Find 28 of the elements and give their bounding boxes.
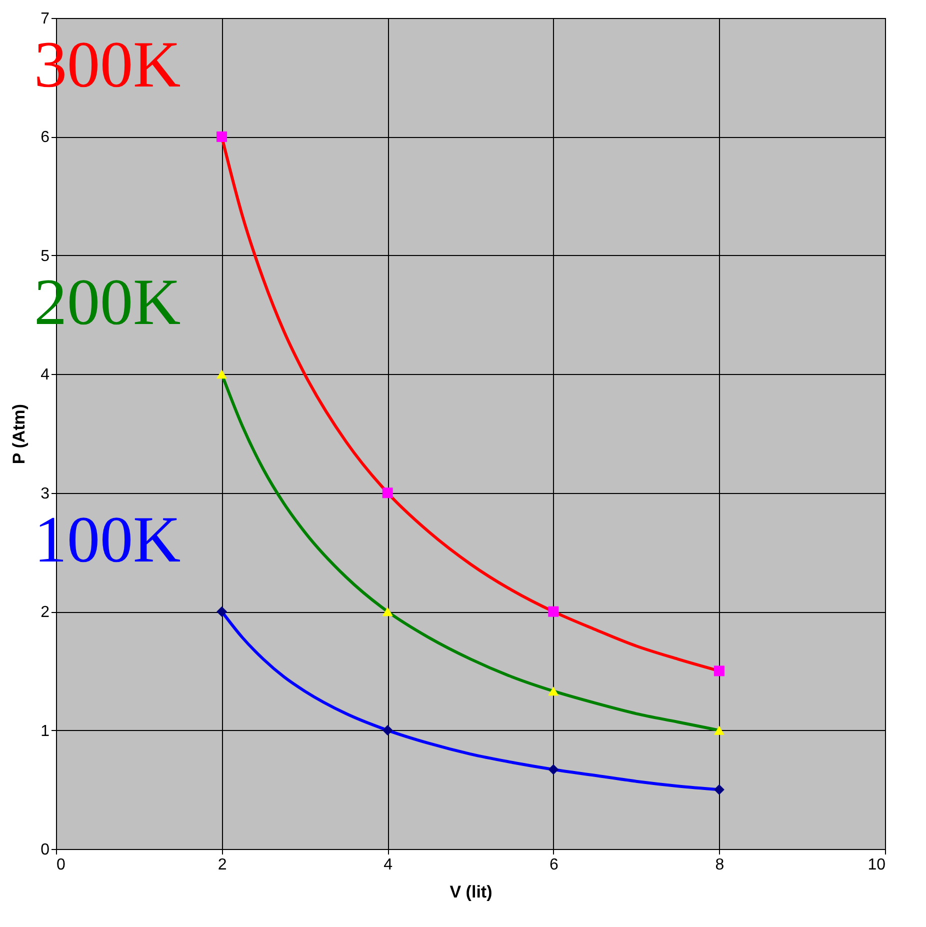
point	[714, 666, 724, 676]
y-tick-label: 0	[40, 842, 50, 858]
y-tick-label: 3	[40, 485, 50, 502]
y-axis-title: P (Atm)	[10, 404, 29, 464]
point	[216, 606, 228, 617]
y-tick-label: 7	[40, 10, 50, 28]
x-tick-label: 2	[218, 856, 227, 874]
point	[382, 607, 393, 616]
x-tick-label: 6	[549, 856, 558, 874]
point	[548, 606, 559, 617]
point	[382, 488, 393, 498]
y-tick-label: 2	[40, 604, 50, 622]
y-tick-label: 4	[40, 366, 50, 384]
point	[548, 764, 559, 775]
x-axis-title: V (lit)	[450, 882, 492, 902]
y-tick-label: 5	[40, 248, 50, 265]
point	[714, 726, 724, 735]
x-tick-label: 8	[715, 856, 724, 874]
point	[548, 686, 559, 696]
point	[216, 370, 228, 379]
x-tick-label: 10	[868, 856, 886, 874]
point	[382, 725, 393, 736]
y-tick-label: 6	[40, 129, 50, 146]
y-tick-label: 1	[40, 722, 50, 740]
x-tick-label: 4	[384, 856, 393, 874]
point	[216, 131, 228, 142]
x-tick-label: 0	[56, 856, 66, 874]
point	[714, 784, 724, 795]
